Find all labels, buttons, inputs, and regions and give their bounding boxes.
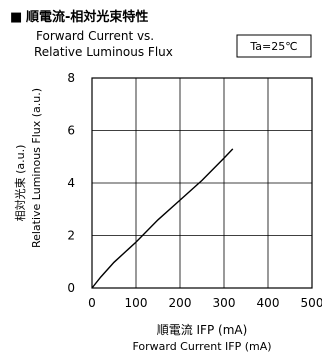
condition-box: Ta=25℃ bbox=[236, 34, 312, 58]
series-line-0 bbox=[91, 148, 234, 289]
chart-title-en-line2: Relative Luminous Flux bbox=[34, 45, 173, 59]
y-tick-label-0: 0 bbox=[67, 281, 75, 295]
y-axis-label-jp: 相対光束 (a.u.) bbox=[13, 145, 27, 222]
y-tick-label-4: 8 bbox=[67, 71, 75, 85]
chart-title-en-line1: Forward Current vs. bbox=[36, 29, 154, 43]
x-tick-label-0: 0 bbox=[88, 296, 96, 310]
x-tick-label-1: 100 bbox=[125, 296, 148, 310]
x-axis-label-jp: 順電流 IFP (mA) bbox=[157, 323, 248, 337]
condition-label: Ta=25℃ bbox=[249, 40, 297, 53]
x-tick-label-4: 400 bbox=[257, 296, 280, 310]
y-tick-label-2: 4 bbox=[67, 176, 75, 190]
y-axis-label-en: Relative Luminous Flux (a.u.) bbox=[30, 88, 43, 248]
chart-title-jp: 順電流-相対光束特性 bbox=[26, 9, 148, 25]
plot-frame bbox=[91, 77, 313, 289]
ticks: 0 100 200 300 400 500 0 2 4 6 8 bbox=[67, 71, 322, 310]
series bbox=[91, 148, 234, 289]
x-tick-label-3: 300 bbox=[213, 296, 236, 310]
x-tick-label-2: 200 bbox=[169, 296, 192, 310]
grid bbox=[92, 78, 312, 288]
x-axis-label-en: Forward Current IFP (mA) bbox=[132, 340, 271, 353]
y-tick-label-1: 2 bbox=[67, 229, 75, 243]
heading-bullet: ■ bbox=[10, 10, 22, 25]
y-tick-label-3: 6 bbox=[67, 124, 75, 138]
x-tick-label-5: 500 bbox=[301, 296, 322, 310]
